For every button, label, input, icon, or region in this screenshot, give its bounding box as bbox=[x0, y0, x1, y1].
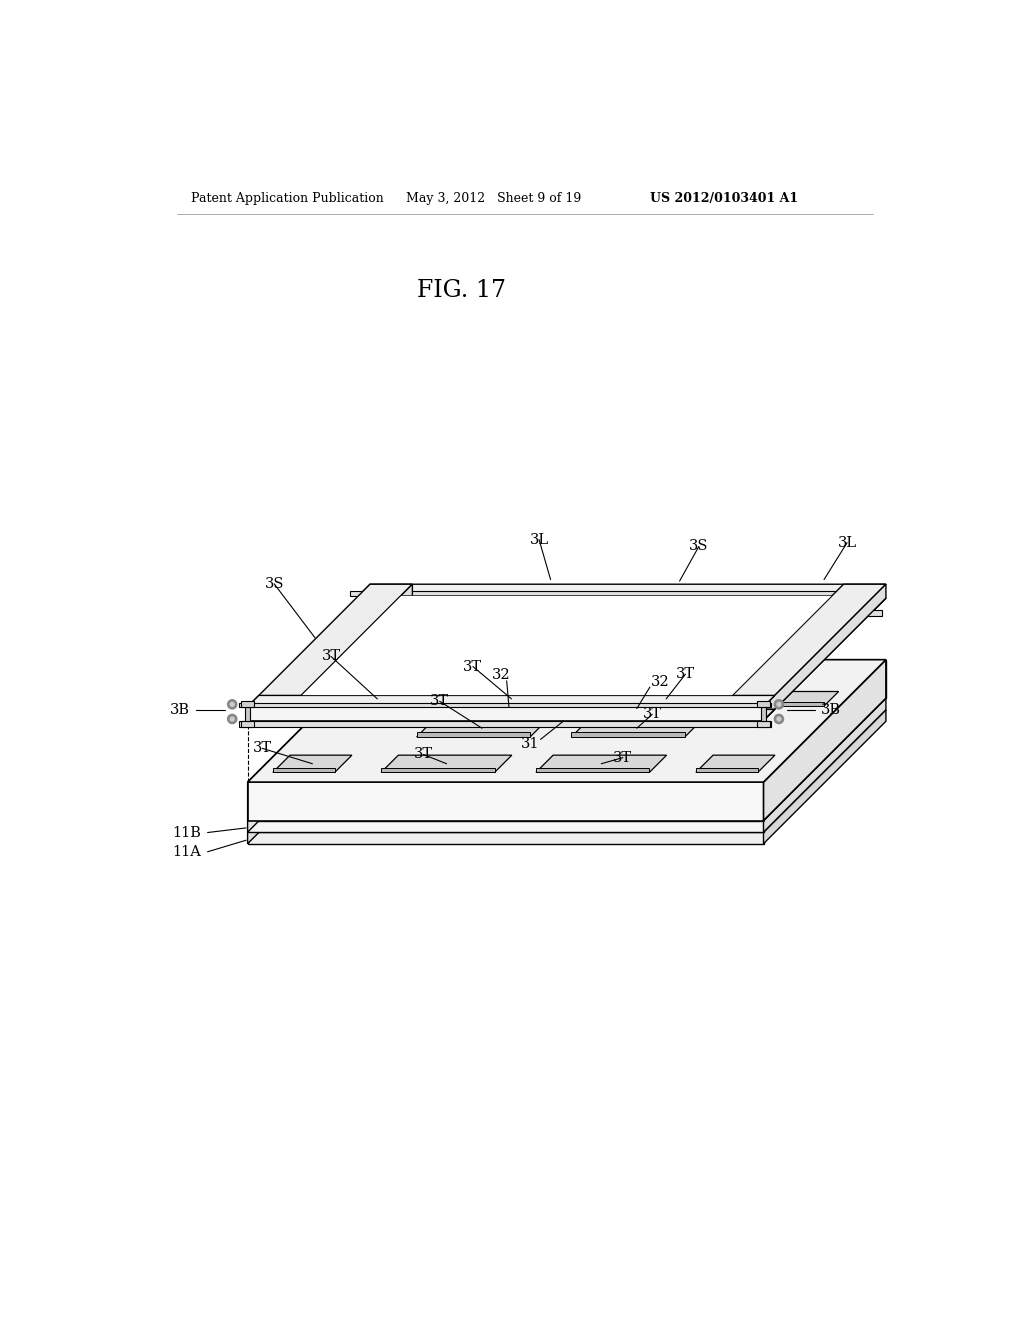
Polygon shape bbox=[370, 660, 886, 698]
Polygon shape bbox=[248, 832, 764, 843]
Circle shape bbox=[230, 702, 234, 706]
Polygon shape bbox=[447, 701, 561, 706]
Circle shape bbox=[629, 711, 637, 718]
Polygon shape bbox=[447, 692, 575, 706]
Polygon shape bbox=[248, 781, 764, 821]
Text: Patent Application Publication: Patent Application Publication bbox=[190, 191, 383, 205]
Circle shape bbox=[774, 714, 783, 723]
Circle shape bbox=[227, 714, 237, 723]
Text: US 2012/0103401 A1: US 2012/0103401 A1 bbox=[650, 191, 799, 205]
Polygon shape bbox=[248, 698, 370, 832]
Polygon shape bbox=[248, 585, 413, 706]
Polygon shape bbox=[240, 702, 771, 708]
Polygon shape bbox=[248, 821, 764, 832]
Text: 32: 32 bbox=[492, 668, 511, 681]
Polygon shape bbox=[381, 768, 495, 772]
Polygon shape bbox=[358, 585, 886, 595]
Polygon shape bbox=[721, 585, 886, 706]
Text: 3T: 3T bbox=[253, 742, 272, 755]
Polygon shape bbox=[762, 701, 824, 706]
Circle shape bbox=[632, 713, 635, 717]
Polygon shape bbox=[482, 709, 544, 721]
Polygon shape bbox=[417, 723, 544, 737]
Polygon shape bbox=[248, 660, 370, 821]
Polygon shape bbox=[358, 598, 886, 610]
Text: 31: 31 bbox=[521, 737, 540, 751]
Text: 3T: 3T bbox=[613, 751, 633, 764]
Text: FIG. 17: FIG. 17 bbox=[417, 280, 506, 302]
Text: 3T: 3T bbox=[414, 747, 433, 762]
Polygon shape bbox=[417, 733, 530, 737]
Polygon shape bbox=[248, 698, 886, 821]
Text: 3L: 3L bbox=[529, 532, 549, 546]
Circle shape bbox=[227, 700, 237, 709]
Polygon shape bbox=[248, 696, 775, 706]
Text: 11A: 11A bbox=[172, 845, 202, 859]
Polygon shape bbox=[358, 595, 874, 610]
Text: 3T: 3T bbox=[463, 660, 482, 673]
Text: 3T: 3T bbox=[430, 694, 450, 709]
Polygon shape bbox=[339, 701, 400, 706]
Text: May 3, 2012   Sheet 9 of 19: May 3, 2012 Sheet 9 of 19 bbox=[407, 191, 582, 205]
Circle shape bbox=[511, 713, 514, 717]
Polygon shape bbox=[762, 692, 839, 706]
Polygon shape bbox=[248, 710, 886, 832]
Polygon shape bbox=[544, 708, 602, 722]
Polygon shape bbox=[248, 598, 413, 721]
Circle shape bbox=[509, 711, 517, 718]
Text: 3T: 3T bbox=[643, 708, 662, 721]
Polygon shape bbox=[350, 610, 882, 616]
Polygon shape bbox=[544, 698, 606, 701]
Polygon shape bbox=[248, 706, 764, 721]
Polygon shape bbox=[536, 755, 667, 772]
Polygon shape bbox=[246, 706, 250, 721]
Polygon shape bbox=[248, 706, 290, 721]
Polygon shape bbox=[721, 706, 764, 721]
Polygon shape bbox=[242, 721, 254, 726]
Text: 3T: 3T bbox=[676, 667, 695, 681]
Text: 3B: 3B bbox=[821, 702, 842, 717]
Polygon shape bbox=[240, 721, 771, 727]
Text: 11B: 11B bbox=[172, 825, 202, 840]
Text: 3S: 3S bbox=[689, 540, 709, 553]
Polygon shape bbox=[696, 768, 758, 772]
Text: 3B: 3B bbox=[170, 702, 189, 717]
Text: 3T: 3T bbox=[322, 649, 341, 664]
Text: 3S: 3S bbox=[264, 577, 284, 591]
Polygon shape bbox=[764, 660, 886, 821]
Polygon shape bbox=[350, 591, 882, 597]
Polygon shape bbox=[764, 710, 886, 843]
Polygon shape bbox=[764, 698, 886, 832]
Circle shape bbox=[777, 717, 781, 721]
Polygon shape bbox=[290, 585, 413, 721]
Polygon shape bbox=[758, 721, 770, 726]
Polygon shape bbox=[571, 733, 685, 737]
Polygon shape bbox=[696, 755, 775, 772]
Polygon shape bbox=[272, 755, 352, 772]
Polygon shape bbox=[536, 768, 649, 772]
Polygon shape bbox=[242, 701, 254, 706]
Polygon shape bbox=[248, 709, 775, 721]
Polygon shape bbox=[758, 701, 770, 706]
Polygon shape bbox=[721, 598, 886, 721]
Polygon shape bbox=[248, 660, 886, 781]
Polygon shape bbox=[764, 585, 886, 721]
Circle shape bbox=[777, 702, 781, 706]
Text: 3L: 3L bbox=[838, 536, 857, 549]
Polygon shape bbox=[381, 755, 512, 772]
Circle shape bbox=[230, 717, 234, 721]
Polygon shape bbox=[602, 701, 716, 706]
Polygon shape bbox=[571, 723, 698, 737]
Polygon shape bbox=[602, 692, 730, 706]
Polygon shape bbox=[602, 709, 664, 721]
Polygon shape bbox=[339, 692, 416, 706]
Circle shape bbox=[774, 700, 783, 709]
Text: 32: 32 bbox=[650, 676, 670, 689]
Polygon shape bbox=[761, 706, 766, 721]
Polygon shape bbox=[301, 595, 833, 696]
Polygon shape bbox=[272, 768, 335, 772]
Polygon shape bbox=[248, 710, 370, 843]
